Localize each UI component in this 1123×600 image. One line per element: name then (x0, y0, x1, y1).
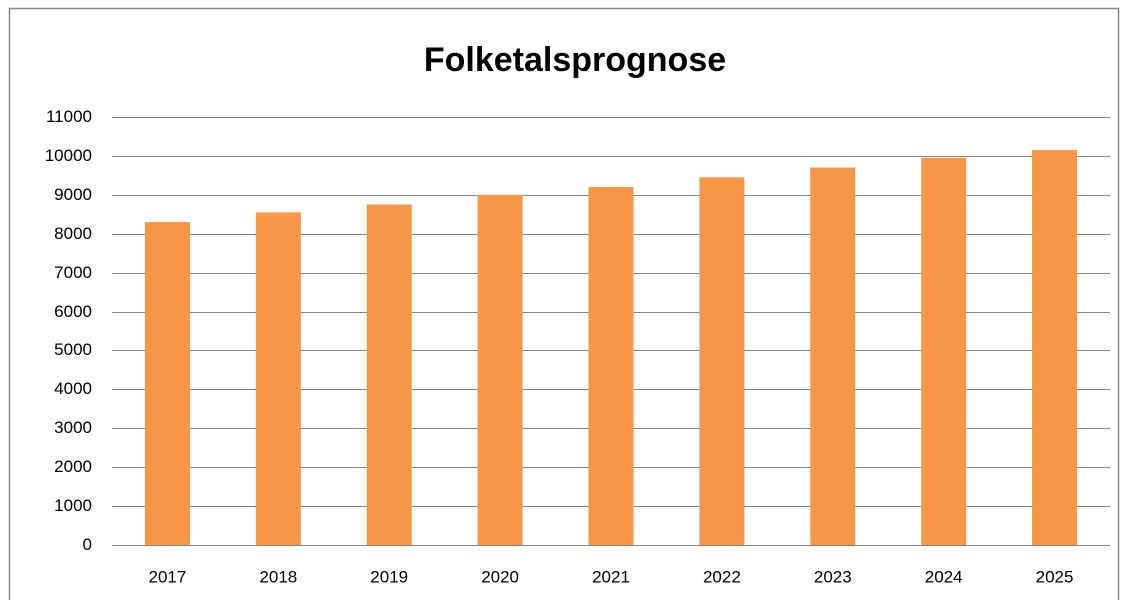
y-tick-label: 4000 (54, 379, 92, 398)
y-tick-label: 0 (83, 535, 92, 554)
y-tick-label: 5000 (54, 340, 92, 359)
x-tick-label: 2018 (259, 567, 297, 586)
bar (921, 157, 967, 545)
chart-title: Folketalsprognose (424, 41, 726, 79)
y-tick-label: 10000 (45, 146, 92, 165)
bar (699, 177, 745, 546)
bar (588, 187, 634, 545)
bar (144, 222, 190, 545)
bar (810, 167, 856, 545)
bar (255, 212, 301, 545)
y-tick-label: 11000 (46, 107, 92, 126)
y-tick-label: 9000 (54, 185, 92, 204)
y-tick-label: 3000 (54, 418, 92, 437)
bar (366, 204, 412, 545)
x-tick-label: 2020 (481, 567, 519, 586)
x-tick-label: 2023 (814, 567, 852, 586)
bar (477, 194, 523, 545)
x-tick-label: 2021 (592, 567, 630, 586)
x-tick-label: 2024 (925, 567, 963, 586)
x-tick-label: 2022 (703, 567, 741, 586)
x-tick-label: 2025 (1036, 567, 1074, 586)
y-tick-label: 1000 (54, 496, 92, 515)
x-tick-label: 2017 (149, 567, 187, 586)
y-tick-label: 8000 (54, 224, 92, 243)
y-tick-label: 6000 (54, 302, 92, 321)
y-tick-label: 2000 (54, 457, 92, 476)
x-tick-label: 2019 (370, 567, 408, 586)
bar (1032, 150, 1078, 545)
y-tick-label: 7000 (54, 263, 92, 282)
